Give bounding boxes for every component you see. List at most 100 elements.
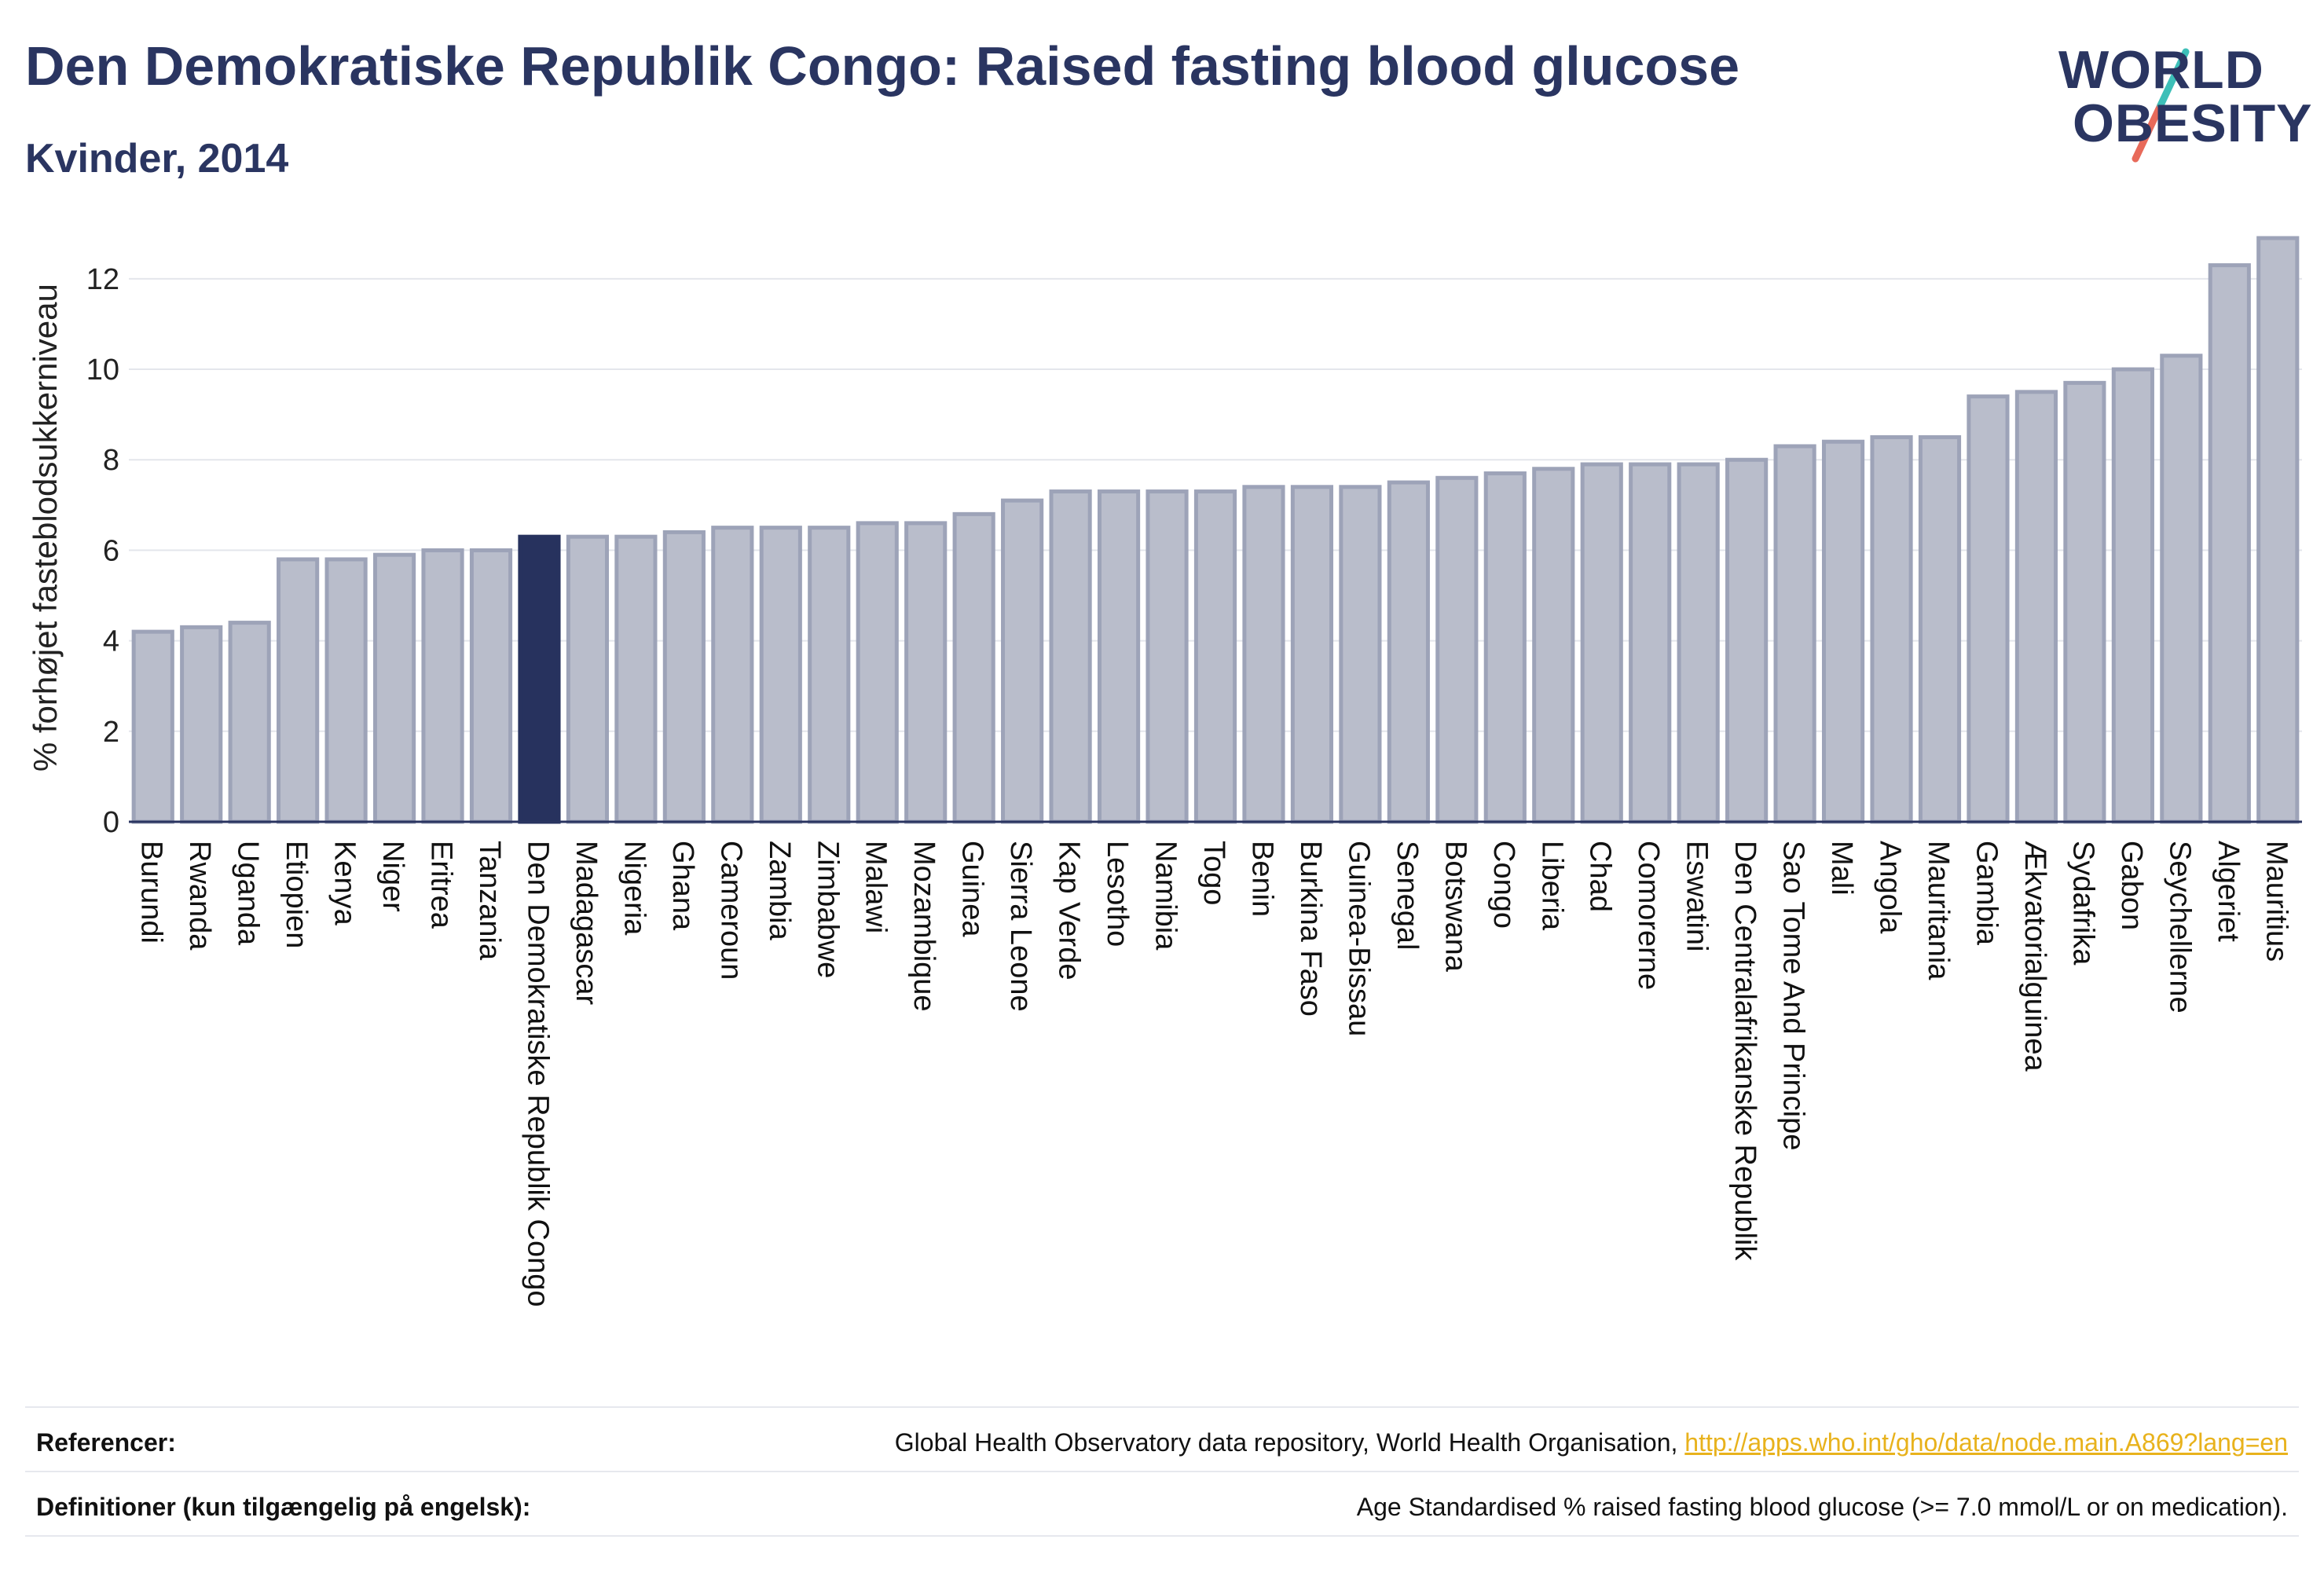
x-tick-label: Chad (1584, 841, 1617, 912)
bar (2208, 263, 2251, 824)
x-tick-label: Rwanda (183, 841, 216, 951)
bar (1387, 480, 1430, 824)
bar (1532, 467, 1575, 824)
footer-divider-middle (25, 1471, 2299, 1472)
x-tick-label: Gabon (2115, 841, 2148, 930)
bar (2111, 367, 2154, 824)
bar (1870, 434, 1913, 824)
x-tick-label: Lesotho (1101, 841, 1134, 947)
bar (614, 534, 658, 824)
references-label: Referencer: (36, 1428, 176, 1457)
bar (518, 534, 561, 824)
x-tick-label: Mali (1825, 841, 1858, 896)
page-subtitle: Kvinder, 2014 (25, 136, 289, 181)
bar (808, 526, 851, 824)
x-tick-label: Gambia (1970, 841, 2003, 946)
bar (1435, 475, 1479, 824)
bar (1339, 485, 1382, 824)
logo-text-world: WORLD (2058, 40, 2264, 100)
bar (1725, 457, 1769, 824)
x-tick-label: Etiopien (280, 841, 313, 948)
logo-slash-icon (2132, 48, 2190, 163)
world-obesity-logo: WORLD OBESITY (2043, 24, 2313, 165)
x-tick-label: Angola (1874, 841, 1907, 934)
bar (1967, 394, 2010, 824)
bar (1001, 498, 1044, 824)
y-tick-label: 6 (103, 534, 119, 567)
x-tick-label: Botswana (1439, 841, 1472, 973)
x-tick-label: Nigeria (618, 841, 651, 936)
bar (1821, 439, 1865, 824)
y-tick-label: 12 (86, 263, 119, 296)
x-tick-label: Sierra Leone (1004, 841, 1037, 1012)
bar (228, 621, 271, 824)
bar (469, 548, 513, 824)
x-tick-label: Mauritania (1922, 841, 1955, 980)
bar (566, 534, 610, 824)
footer-divider-bottom (25, 1535, 2299, 1537)
x-tick-label: Tanzania (473, 841, 506, 961)
x-tick-label: Madagascar (570, 841, 603, 1005)
bar (180, 625, 223, 824)
y-tick-label: 2 (103, 716, 119, 749)
bar-chart: 0 2 4 6 8 10 12 % forhøjet fasteblodsukkernivea… (27, 236, 2302, 1307)
bar (1483, 471, 1527, 824)
page-title: Den Demokratiske Republik Congo: Raised … (25, 35, 1739, 97)
x-tick-label: Namibia (1149, 841, 1182, 951)
x-tick-label: Mauritius (2260, 841, 2293, 962)
bar (1629, 462, 1672, 824)
x-tick-label: Seychellerne (2163, 841, 2196, 1013)
bar (2160, 354, 2203, 824)
bar (904, 521, 948, 824)
bar (1146, 489, 1189, 824)
x-tick-label: Comorerne (1632, 841, 1665, 990)
y-axis-title: % forhøjet fasteblodsukkerniveau (27, 284, 64, 772)
references-text: Global Health Observatory data repositor… (894, 1428, 1685, 1457)
x-tick-label: Sao Tome And Principe (1777, 841, 1810, 1150)
x-tick-label: Eswatini (1681, 841, 1714, 952)
bar (759, 526, 802, 824)
x-tick-label: Kap Verde (1053, 841, 1086, 980)
y-tick-label: 8 (103, 444, 119, 477)
bar (1290, 485, 1334, 824)
x-tick-label: Congo (1487, 841, 1520, 929)
bar (131, 629, 174, 824)
definitions-value: Age Standardised % raised fasting blood … (1356, 1493, 2288, 1521)
bar (2063, 380, 2106, 824)
x-tick-label: Eritrea (425, 841, 458, 929)
x-tick-label: Ækvatorialguinea (2018, 841, 2051, 1072)
x-tick-label: Kenya (328, 841, 361, 926)
logo-text-obesity: OBESITY (2073, 93, 2313, 153)
bar (277, 557, 320, 824)
y-tick-label: 4 (103, 625, 119, 658)
bar (1049, 489, 1092, 824)
references-link[interactable]: http://apps.who.int/gho/data/node.main.A… (1684, 1428, 2288, 1457)
x-tick-label: Niger (376, 841, 409, 912)
bar (952, 511, 995, 824)
bar (1580, 462, 1623, 824)
x-tick-label: Guinea (956, 841, 989, 937)
footer-divider-top (25, 1406, 2299, 1408)
x-tick-label: Algeriet (2212, 841, 2245, 942)
x-tick-label: Ghana (666, 841, 699, 931)
x-tick-label: Den Centralafrikanske Republik (1728, 841, 1761, 1261)
x-tick-label: Mozambique (907, 841, 940, 1012)
bar (2256, 236, 2300, 824)
bar (421, 548, 464, 824)
bar (1773, 444, 1816, 824)
x-tick-label: Burkina Faso (1294, 841, 1327, 1017)
x-tick-label: Zimbabwe (811, 841, 844, 978)
bar (1097, 489, 1141, 824)
bar (372, 552, 416, 824)
bar (1918, 434, 1962, 824)
bar (324, 557, 368, 824)
bar (711, 526, 754, 824)
x-tick-label: Liberia (1535, 841, 1568, 931)
bar (1242, 485, 1285, 824)
references-value: Global Health Observatory data repositor… (895, 1428, 2288, 1457)
x-tick-label: Togo (1197, 841, 1230, 905)
bar (1193, 489, 1237, 824)
x-tick-label: Cameroun (714, 841, 747, 980)
bar (662, 530, 706, 824)
x-tick-label: Guinea-Bissau (1342, 841, 1375, 1036)
